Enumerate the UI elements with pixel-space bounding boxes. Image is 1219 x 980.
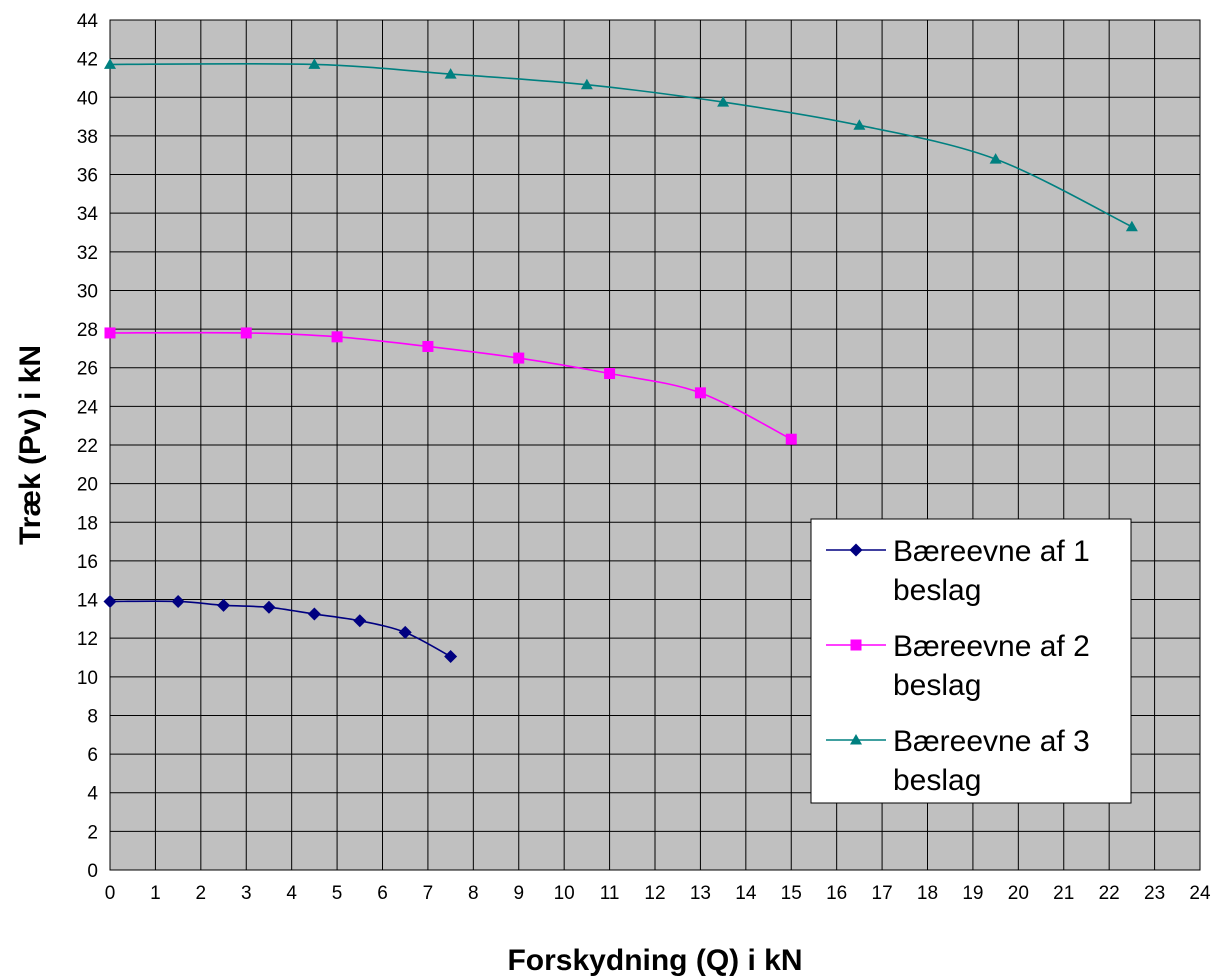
y-tick-label: 40 xyxy=(77,88,98,109)
x-tick-labels: 0 1 2 3 4 5 6 7 8 9 10 11 12 13 14 15 16 17 18 19 20 21 22 23 24 xyxy=(105,883,1211,904)
x-tick-label: 8 xyxy=(468,883,479,904)
x-tick-label: 20 xyxy=(1008,883,1029,904)
y-tick-label: 18 xyxy=(77,513,98,534)
y-tick-label: 42 xyxy=(77,50,98,71)
triangle-marker xyxy=(104,58,116,69)
series-2 xyxy=(104,327,797,445)
legend-item-2: Bæreevne af 2 beslag xyxy=(826,630,1090,702)
x-tick-label: 17 xyxy=(872,883,893,904)
diamond-marker xyxy=(307,607,321,621)
x-tick-label: 10 xyxy=(554,883,575,904)
square-marker xyxy=(240,327,252,339)
legend-label-line1: Bæreevne af 3 xyxy=(893,725,1090,758)
y-tick-label: 20 xyxy=(77,475,98,496)
triangle-marker xyxy=(308,58,321,69)
diamond-marker xyxy=(171,594,185,608)
diamond-marker xyxy=(103,594,117,608)
x-tick-label: 24 xyxy=(1189,883,1211,904)
y-tick-label: 12 xyxy=(77,629,98,650)
x-tick-label: 23 xyxy=(1144,883,1165,904)
square-marker xyxy=(850,639,862,651)
y-axis-title: Træk (Pv) i kN xyxy=(14,345,47,545)
y-tick-label: 0 xyxy=(87,861,98,882)
x-axis-title: Forskydning (Q) i kN xyxy=(507,944,802,977)
y-tick-label: 14 xyxy=(77,591,99,612)
y-tick-label: 28 xyxy=(77,320,98,341)
series-layer xyxy=(103,58,1138,664)
x-tick-label: 7 xyxy=(423,883,434,904)
square-marker xyxy=(422,340,434,352)
legend-item-3: Bæreevne af 3 beslag xyxy=(826,725,1090,797)
x-tick-label: 6 xyxy=(377,883,388,904)
y-tick-label: 44 xyxy=(77,11,99,32)
x-tick-label: 16 xyxy=(826,883,847,904)
x-tick-label: 22 xyxy=(1099,883,1120,904)
x-tick-label: 1 xyxy=(150,883,161,904)
square-marker xyxy=(604,368,616,380)
square-marker xyxy=(785,433,797,445)
x-tick-label: 3 xyxy=(241,883,252,904)
triangle-marker xyxy=(850,734,862,745)
x-tick-label: 9 xyxy=(513,883,524,904)
x-tick-label: 12 xyxy=(644,883,665,904)
y-tick-label: 16 xyxy=(77,552,98,573)
y-tick-label: 30 xyxy=(77,281,98,302)
y-tick-label: 2 xyxy=(87,822,98,843)
y-tick-label: 36 xyxy=(77,166,98,187)
triangle-marker xyxy=(853,119,866,130)
triangle-marker xyxy=(717,96,730,107)
y-tick-label: 22 xyxy=(77,436,98,457)
x-tick-label: 14 xyxy=(735,883,757,904)
legend-label-line1: Bæreevne af 2 xyxy=(893,630,1090,663)
square-marker xyxy=(331,331,343,343)
diamond-marker xyxy=(262,600,276,614)
x-tick-label: 4 xyxy=(286,883,297,904)
x-tick-label: 11 xyxy=(600,883,620,904)
square-marker xyxy=(513,352,525,364)
x-tick-label: 19 xyxy=(962,883,983,904)
triangle-marker xyxy=(1125,220,1138,232)
legend-box xyxy=(810,518,1132,804)
series-3 xyxy=(104,58,1138,232)
legend-label-line2: beslag xyxy=(893,669,981,702)
y-tick-label: 26 xyxy=(77,359,98,380)
x-tick-label: 21 xyxy=(1053,883,1074,904)
legend-item-1: Bæreevne af 1 beslag xyxy=(826,535,1090,607)
grid xyxy=(109,19,1201,871)
legend-label-line1: Bæreevne af 1 xyxy=(893,535,1090,568)
diamond-marker xyxy=(398,625,412,639)
x-tick-label: 5 xyxy=(332,883,343,904)
y-tick-labels: 0246810121416182022242628303234363840424… xyxy=(77,11,99,882)
y-tick-label: 8 xyxy=(87,706,98,727)
x-tick-label: 2 xyxy=(196,883,207,904)
y-tick-label: 32 xyxy=(77,243,98,264)
y-tick-label: 10 xyxy=(77,668,98,689)
square-marker xyxy=(694,387,706,399)
triangle-marker xyxy=(989,153,1002,164)
series-1 xyxy=(103,594,458,664)
y-tick-label: 24 xyxy=(77,397,99,418)
y-tick-label: 6 xyxy=(87,745,98,766)
square-marker xyxy=(104,327,116,339)
triangle-marker xyxy=(580,78,593,90)
diamond-marker xyxy=(444,650,458,664)
y-tick-label: 38 xyxy=(77,127,98,148)
x-tick-label: 13 xyxy=(690,883,711,904)
y-tick-label: 4 xyxy=(87,784,98,805)
diamond-marker xyxy=(217,598,231,612)
diamond-marker xyxy=(849,543,863,557)
x-tick-label: 18 xyxy=(917,883,938,904)
x-tick-label: 0 xyxy=(105,883,116,904)
diamond-marker xyxy=(353,614,367,628)
triangle-marker xyxy=(444,68,457,79)
y-tick-label: 34 xyxy=(77,204,99,225)
legend-label-line2: beslag xyxy=(893,574,981,607)
legend-label-line2: beslag xyxy=(893,764,981,797)
x-tick-label: 15 xyxy=(781,883,802,904)
